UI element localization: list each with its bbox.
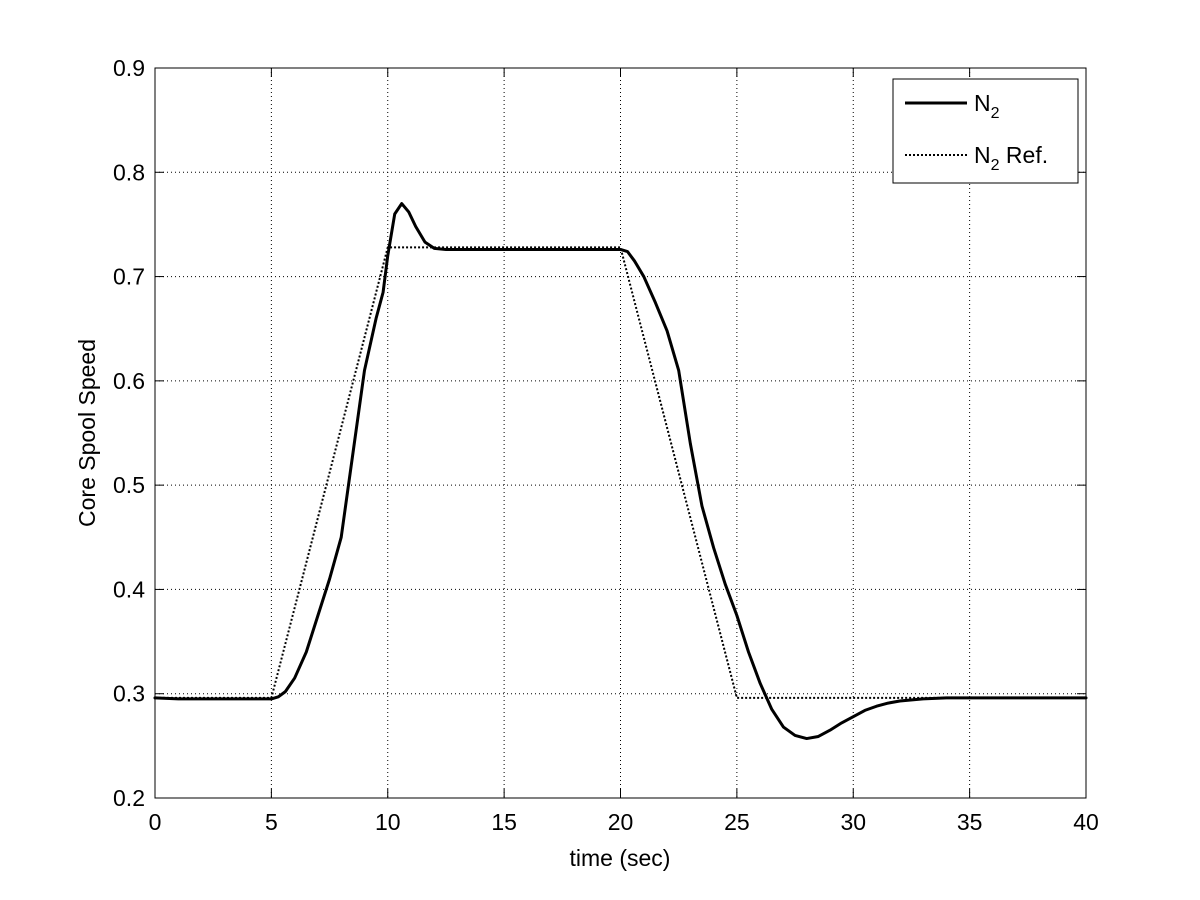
- y-tick-label: 0.4: [113, 576, 145, 602]
- legend-label-n2-ref: N2 Ref.: [974, 142, 1048, 174]
- x-tick-label: 15: [491, 809, 517, 835]
- x-tick-label: 10: [375, 809, 401, 835]
- y-axis-label: Core Spool Speed: [74, 339, 100, 527]
- x-tick-label: 25: [724, 809, 750, 835]
- y-tick-label: 0.9: [113, 55, 145, 81]
- y-tick-label: 0.5: [113, 472, 145, 498]
- y-tick-label: 0.2: [113, 785, 145, 811]
- y-tick-label: 0.3: [113, 681, 145, 707]
- x-tick-label: 30: [840, 809, 866, 835]
- legend-box: [892, 78, 1079, 184]
- legend-label-n2: N2: [974, 90, 1000, 122]
- series-line-n2: [153, 202, 1088, 741]
- x-tick-label: 40: [1073, 809, 1099, 835]
- y-tick-label: 0.8: [113, 159, 145, 185]
- tick-labels: 0 5 10 15 20 25 30 35 40 0.2 0.3 0.4 0.5 0.6 0.7 0.8 0.9: [113, 55, 1099, 835]
- series-layer: [153, 202, 1088, 741]
- x-axis-label: time (sec): [570, 845, 671, 871]
- y-tick-label: 0.7: [113, 264, 145, 290]
- x-tick-label: 35: [957, 809, 983, 835]
- y-tick-label: 0.6: [113, 368, 145, 394]
- x-tick-label: 20: [608, 809, 634, 835]
- x-tick-label: 0: [149, 809, 162, 835]
- grid-lines: [155, 68, 1086, 798]
- x-tick-label: 5: [265, 809, 278, 835]
- legend: N2 N2 Ref.: [892, 78, 1079, 184]
- tick-marks: [154, 67, 1087, 799]
